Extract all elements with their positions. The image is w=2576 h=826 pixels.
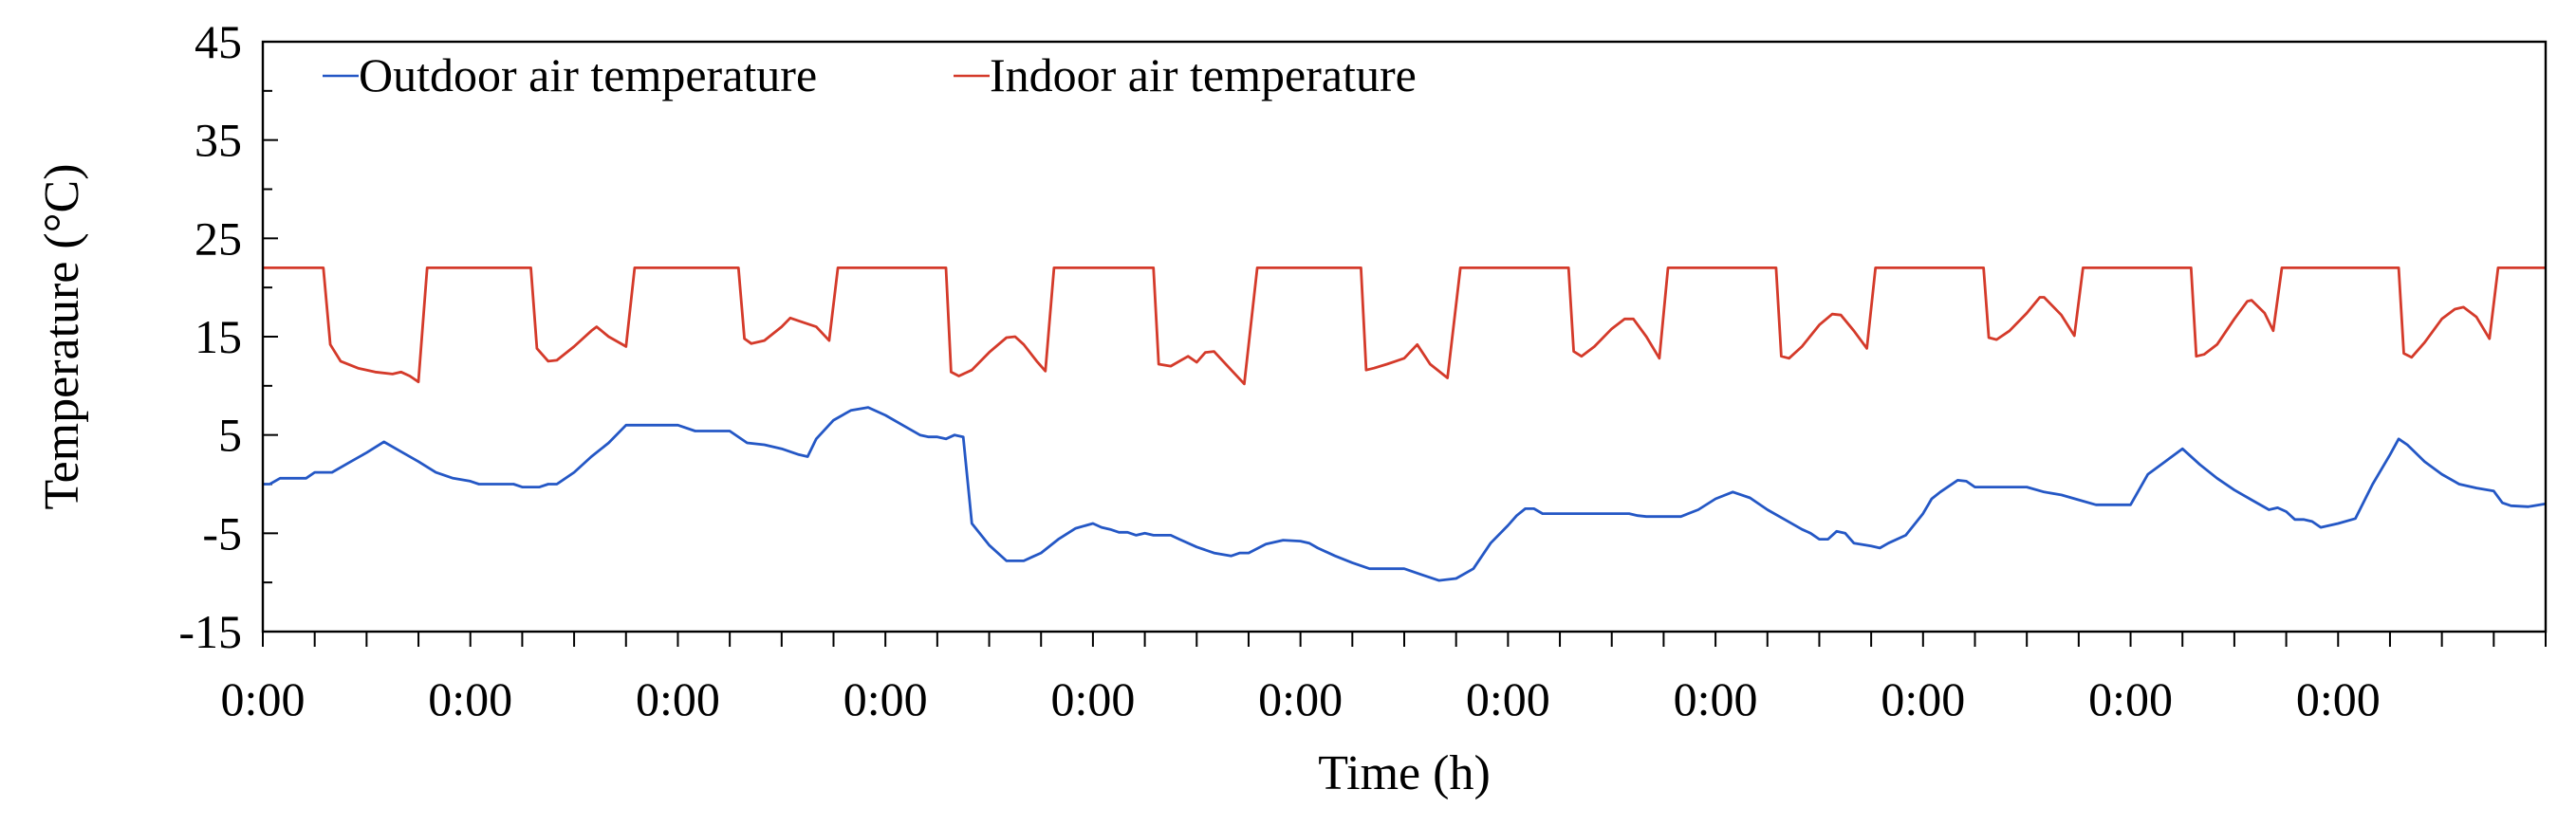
x-tick-label: 0:00 — [1881, 672, 1965, 725]
y-tick-label: 25 — [195, 211, 242, 265]
legend-label-indoor: Indoor air temperature — [990, 48, 1417, 101]
series-layer — [263, 266, 2546, 582]
legend: Outdoor air temperature Indoor air tempe… — [323, 48, 1417, 101]
x-tick-label: 0:00 — [843, 672, 928, 725]
y-tick-label: -15 — [178, 605, 242, 658]
legend-label-outdoor: Outdoor air temperature — [359, 48, 817, 101]
y-tick-label: 45 — [195, 15, 242, 68]
x-tick-label: 0:00 — [636, 672, 720, 725]
y-axis-label: Temperature (°C) — [35, 163, 89, 509]
x-tick-label: 0:00 — [221, 672, 306, 725]
series-line-outdoor — [263, 406, 2546, 582]
x-axis-ticks: 0:00 0:00 0:00 0:00 0:00 0:00 0:00 0:00 0:00 0:00… — [221, 632, 2547, 725]
plot-frame — [261, 40, 2548, 633]
y-tick-label: 5 — [218, 409, 242, 462]
x-axis-label: Time (h) — [1318, 746, 1491, 800]
y-tick-label: 35 — [195, 114, 242, 167]
series-line-indoor — [263, 266, 2546, 386]
x-tick-label: 0:00 — [1674, 672, 1758, 725]
x-tick-label: 0:00 — [2296, 672, 2381, 725]
x-tick-label: 0:00 — [2088, 672, 2173, 725]
x-tick-label: 0:00 — [1466, 672, 1550, 725]
x-tick-label: 0:00 — [428, 672, 512, 725]
y-tick-label: -5 — [202, 506, 242, 560]
y-axis-ticks: -15 -5 5 15 25 35 45 — [178, 15, 278, 658]
x-tick-label: 0:00 — [1050, 672, 1135, 725]
y-tick-label: 15 — [195, 310, 242, 363]
x-tick-label: 0:00 — [1258, 672, 1343, 725]
